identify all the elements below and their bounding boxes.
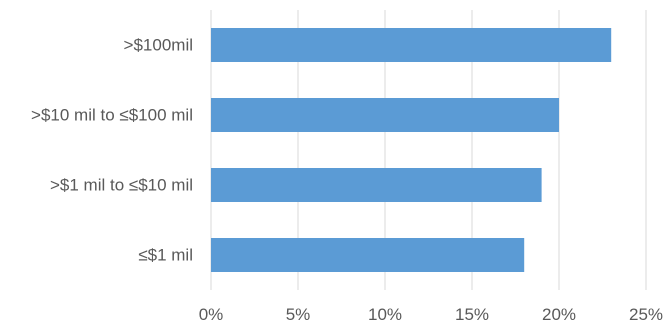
bar-3 xyxy=(211,238,525,272)
x-axis-tick-labels: 0% 5% 10% 15% 20% 25% xyxy=(199,305,663,322)
x-tick-label-2: 10% xyxy=(368,305,402,322)
category-label-2: >$1 mil to ≤$10 mil xyxy=(50,176,193,195)
bar-1 xyxy=(211,98,559,132)
bars xyxy=(211,28,612,272)
category-label-3: ≤$1 mil xyxy=(138,246,193,265)
bar-0 xyxy=(211,28,612,62)
x-tick-label-4: 20% xyxy=(542,305,576,322)
x-tick-label-5: 25% xyxy=(629,305,663,322)
category-label-0: >$100mil xyxy=(124,36,193,55)
x-tick-label-1: 5% xyxy=(286,305,311,322)
x-tick-label-0: 0% xyxy=(199,305,224,322)
category-label-1: >$10 mil to ≤$100 mil xyxy=(31,106,193,125)
category-labels: >$100mil >$10 mil to ≤$100 mil >$1 mil to … xyxy=(31,36,193,265)
bar-2 xyxy=(211,168,542,202)
x-tick-label-3: 15% xyxy=(455,305,489,322)
